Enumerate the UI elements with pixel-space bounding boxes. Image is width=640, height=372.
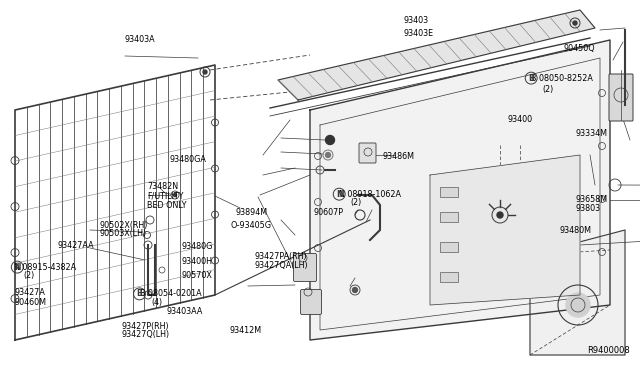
- Circle shape: [497, 212, 503, 218]
- Polygon shape: [310, 40, 610, 340]
- Text: 93427A: 93427A: [14, 288, 45, 297]
- Circle shape: [326, 153, 330, 157]
- Text: (4): (4): [152, 298, 163, 307]
- Text: B: B: [137, 289, 142, 298]
- Text: 93427QA(LH): 93427QA(LH): [255, 262, 308, 270]
- Polygon shape: [15, 65, 215, 340]
- Text: 93403AA: 93403AA: [166, 307, 203, 316]
- Text: F/UTILITY: F/UTILITY: [147, 192, 184, 201]
- Text: R9400008: R9400008: [588, 346, 630, 355]
- Circle shape: [566, 293, 590, 317]
- Text: 90502X(RH): 90502X(RH): [99, 221, 148, 230]
- Text: 93480GA: 93480GA: [170, 155, 207, 164]
- Text: 93894M: 93894M: [236, 208, 268, 217]
- Text: B: B: [529, 74, 534, 83]
- Text: 93427Q(LH): 93427Q(LH): [122, 330, 170, 339]
- Text: 73482N: 73482N: [147, 182, 179, 191]
- Text: 93658M: 93658M: [576, 195, 608, 203]
- Text: 93412M: 93412M: [229, 326, 261, 335]
- Text: 93403: 93403: [403, 16, 428, 25]
- Bar: [440, 242, 458, 252]
- Circle shape: [573, 21, 577, 25]
- Text: 93400: 93400: [508, 115, 532, 124]
- Circle shape: [203, 70, 207, 74]
- Text: N 08915-4382A: N 08915-4382A: [14, 263, 76, 272]
- Text: 93334M: 93334M: [576, 129, 608, 138]
- Text: (2): (2): [543, 85, 554, 94]
- FancyBboxPatch shape: [609, 74, 633, 121]
- Bar: [440, 187, 458, 197]
- Text: 90607P: 90607P: [314, 208, 344, 217]
- Text: 93480G: 93480G: [182, 242, 213, 251]
- Text: 93486M: 93486M: [383, 152, 415, 161]
- Polygon shape: [430, 155, 580, 305]
- Text: 93400H: 93400H: [182, 257, 212, 266]
- Text: (2): (2): [24, 271, 35, 280]
- Circle shape: [326, 135, 335, 144]
- Text: 93403A: 93403A: [125, 35, 156, 44]
- Polygon shape: [530, 230, 625, 355]
- Text: 93427AA: 93427AA: [58, 241, 94, 250]
- Text: 93480M: 93480M: [560, 226, 592, 235]
- Text: 90503X(LH): 90503X(LH): [99, 229, 147, 238]
- Text: N: N: [14, 263, 20, 272]
- Text: 90450Q: 90450Q: [563, 44, 595, 53]
- Bar: [440, 212, 458, 222]
- Text: 93427P(RH): 93427P(RH): [122, 322, 169, 331]
- Text: N 08918-1062A: N 08918-1062A: [339, 190, 401, 199]
- Circle shape: [353, 288, 358, 292]
- Circle shape: [173, 193, 177, 196]
- Text: O-93405G: O-93405G: [230, 221, 271, 230]
- FancyBboxPatch shape: [294, 253, 317, 282]
- FancyBboxPatch shape: [359, 143, 376, 163]
- FancyBboxPatch shape: [301, 289, 321, 314]
- Text: 90460M: 90460M: [14, 298, 46, 307]
- Bar: [440, 272, 458, 282]
- Polygon shape: [278, 10, 595, 100]
- Text: (2): (2): [351, 198, 362, 207]
- Text: N: N: [336, 190, 342, 199]
- Text: BED ONLY: BED ONLY: [147, 201, 187, 210]
- Text: 93403E: 93403E: [403, 29, 433, 38]
- Text: B 08050-8252A: B 08050-8252A: [531, 74, 593, 83]
- Text: B 08054-0201A: B 08054-0201A: [140, 289, 201, 298]
- Text: 93803: 93803: [576, 204, 601, 213]
- Text: 93427PA(RH): 93427PA(RH): [255, 252, 307, 261]
- Text: 90570X: 90570X: [182, 271, 212, 280]
